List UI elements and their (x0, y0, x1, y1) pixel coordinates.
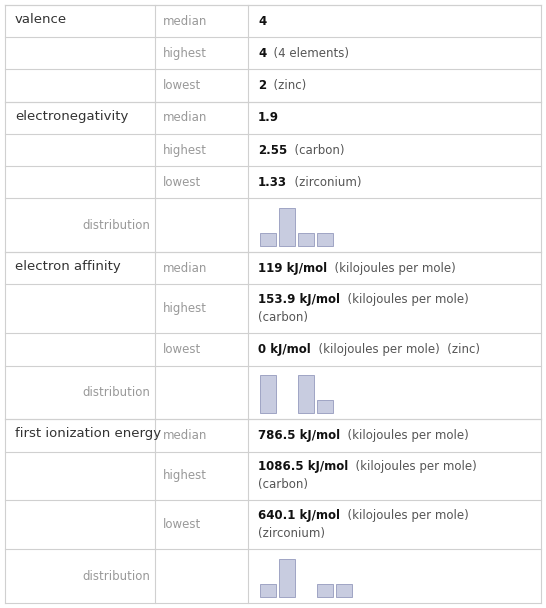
Text: electronegativity: electronegativity (15, 109, 128, 123)
Text: highest: highest (163, 143, 207, 157)
Bar (260, 584, 276, 596)
Text: 1086.5 kJ/mol: 1086.5 kJ/mol (258, 460, 348, 472)
Text: 4: 4 (258, 15, 266, 27)
Text: lowest: lowest (163, 79, 201, 92)
Text: median: median (163, 429, 207, 442)
Text: median: median (163, 262, 207, 275)
Text: (zinc): (zinc) (266, 79, 306, 92)
Text: 786.5 kJ/mol: 786.5 kJ/mol (258, 429, 340, 442)
Text: (zirconium): (zirconium) (258, 527, 325, 540)
Bar (317, 233, 333, 246)
Text: electron affinity: electron affinity (15, 260, 121, 273)
Text: (kilojoules per mole): (kilojoules per mole) (340, 292, 469, 306)
Text: 153.9 kJ/mol: 153.9 kJ/mol (258, 292, 340, 306)
Text: distribution: distribution (82, 219, 150, 232)
Text: (carbon): (carbon) (258, 478, 308, 491)
Text: 0 kJ/mol: 0 kJ/mol (258, 343, 311, 356)
Text: (kilojoules per mole): (kilojoules per mole) (340, 508, 469, 522)
Bar (260, 375, 276, 413)
Bar (260, 233, 276, 246)
Text: highest: highest (163, 302, 207, 316)
Bar (317, 584, 333, 596)
Text: (zirconium): (zirconium) (287, 176, 361, 189)
Bar (279, 208, 295, 246)
Text: valence: valence (15, 13, 67, 26)
Text: (4 elements): (4 elements) (266, 47, 349, 60)
Bar (279, 559, 295, 596)
Text: first ionization energy: first ionization energy (15, 427, 161, 440)
Text: 1.9: 1.9 (258, 111, 279, 125)
Text: (kilojoules per mole)  (zinc): (kilojoules per mole) (zinc) (311, 343, 480, 356)
Text: median: median (163, 15, 207, 27)
Bar (298, 233, 314, 246)
Text: (kilojoules per mole): (kilojoules per mole) (327, 262, 456, 275)
Text: lowest: lowest (163, 176, 201, 189)
Text: (kilojoules per mole): (kilojoules per mole) (340, 429, 469, 442)
Text: (carbon): (carbon) (287, 143, 345, 157)
Text: 4: 4 (258, 47, 266, 60)
Bar (298, 375, 314, 413)
Text: median: median (163, 111, 207, 125)
Text: 640.1 kJ/mol: 640.1 kJ/mol (258, 508, 340, 522)
Text: 1.33: 1.33 (258, 176, 287, 189)
Text: (carbon): (carbon) (258, 311, 308, 324)
Text: highest: highest (163, 469, 207, 483)
Text: 119 kJ/mol: 119 kJ/mol (258, 262, 327, 275)
Text: lowest: lowest (163, 343, 201, 356)
Text: (kilojoules per mole): (kilojoules per mole) (348, 460, 477, 472)
Text: 2.55: 2.55 (258, 143, 287, 157)
Text: lowest: lowest (163, 519, 201, 531)
Bar (317, 400, 333, 413)
Text: distribution: distribution (82, 570, 150, 582)
Text: highest: highest (163, 47, 207, 60)
Text: 2: 2 (258, 79, 266, 92)
Text: distribution: distribution (82, 386, 150, 399)
Bar (336, 584, 352, 596)
